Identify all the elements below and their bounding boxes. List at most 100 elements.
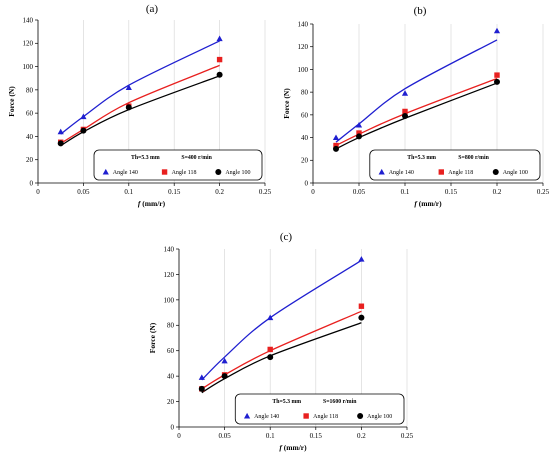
x-axis-title: f (mm/r) bbox=[138, 199, 166, 208]
x-tick-label: 0.1 bbox=[401, 188, 410, 196]
legend-title-speed: S=800 r/min bbox=[458, 155, 489, 161]
fit-curve-1 bbox=[335, 39, 498, 143]
x-axis-unit: (mm/r) bbox=[140, 199, 165, 208]
legend-marker-1 bbox=[243, 412, 251, 419]
fit-curve-1 bbox=[60, 40, 220, 135]
y-axis-title: Force (N) bbox=[148, 322, 157, 353]
x-tick-label: 0.05 bbox=[218, 432, 231, 440]
y-tick-label: 40 bbox=[167, 373, 175, 381]
fit-curve-3 bbox=[201, 322, 362, 394]
y-tick-label: 80 bbox=[26, 86, 34, 94]
data-point-series-3 bbox=[333, 145, 339, 152]
legend-marker-3 bbox=[357, 413, 364, 419]
y-tick-label: 100 bbox=[23, 63, 34, 71]
legend-title-thickness: Th=5.3 mm bbox=[407, 155, 436, 161]
data-point-series-1 bbox=[401, 90, 409, 96]
data-point-series-3 bbox=[198, 385, 205, 392]
data-point-series-2 bbox=[356, 130, 362, 136]
x-tick-label: 0 bbox=[311, 188, 315, 196]
data-point-series-1 bbox=[125, 84, 132, 91]
x-axis-variable: f bbox=[279, 443, 283, 452]
y-axis-title: Force (N) bbox=[7, 86, 16, 117]
legend-entry-1: Angle 140 bbox=[254, 414, 279, 420]
fit-curve-1 bbox=[201, 259, 362, 381]
x-tick-label: 0.05 bbox=[77, 188, 90, 196]
legend-title-thickness: Th=5.3 mm bbox=[131, 155, 160, 161]
y-tick-label: 100 bbox=[298, 66, 309, 74]
y-tick-label: 80 bbox=[167, 322, 175, 330]
y-tick-label: 120 bbox=[23, 40, 34, 48]
x-tick-label: 0 bbox=[36, 188, 40, 196]
data-point-series-1 bbox=[198, 374, 205, 380]
data-point-series-3 bbox=[57, 140, 64, 147]
data-point-series-2 bbox=[358, 303, 365, 309]
x-axis-variable: f bbox=[138, 199, 142, 208]
legend-entry-3: Angle 100 bbox=[367, 414, 392, 420]
legend-entry-2: Angle 118 bbox=[172, 170, 197, 176]
x-axis-variable: f bbox=[414, 199, 418, 208]
data-point-series-3 bbox=[356, 133, 362, 140]
x-tick-label: 0.1 bbox=[266, 432, 275, 440]
x-tick-label: 0.2 bbox=[357, 432, 366, 440]
y-tick-label: 0 bbox=[305, 179, 309, 187]
y-tick-label: 60 bbox=[26, 110, 34, 118]
legend-marker-1 bbox=[378, 168, 385, 175]
x-tick-label: 0.25 bbox=[259, 188, 272, 196]
fit-curve-2 bbox=[201, 310, 362, 390]
y-tick-label: 0 bbox=[30, 179, 34, 187]
chart-panel-1: (a) 0 20 40 60 80 100 120 140 0 0.05 0.1 0.15 0.2 0.25… bbox=[7, 3, 272, 208]
data-point-series-1 bbox=[221, 357, 228, 364]
x-tick-label: 0.2 bbox=[215, 188, 224, 196]
data-point-series-1 bbox=[493, 27, 501, 34]
x-tick-label: 0.1 bbox=[124, 188, 133, 196]
data-point-series-3 bbox=[80, 127, 87, 134]
x-tick-label: 0.25 bbox=[537, 188, 550, 196]
fit-curve-2 bbox=[335, 77, 498, 147]
legend-marker-2 bbox=[161, 169, 168, 175]
y-tick-label: 120 bbox=[298, 43, 309, 51]
y-tick-label: 120 bbox=[164, 271, 175, 279]
data-point-series-1 bbox=[332, 134, 340, 141]
legend-entry-1: Angle 140 bbox=[389, 170, 414, 176]
x-axis-title: f (mm/r) bbox=[414, 199, 442, 208]
legend-title-speed: S=400 r/min bbox=[181, 155, 212, 161]
data-point-series-2 bbox=[494, 72, 500, 78]
data-point-series-3 bbox=[402, 112, 408, 119]
panel-label: (b) bbox=[414, 5, 427, 17]
data-point-series-1 bbox=[216, 35, 223, 42]
fit-curve-3 bbox=[60, 75, 220, 147]
fit-curve-2 bbox=[60, 64, 220, 144]
chart-panel-2: (b) 0 20 40 60 80 100 120 140 0 0.05 0.1 0.15 0.2 0.25… bbox=[282, 5, 550, 208]
data-point-series-2 bbox=[267, 346, 273, 353]
x-tick-label: 0.15 bbox=[168, 188, 181, 196]
legend-entry-2: Angle 118 bbox=[313, 414, 338, 420]
x-tick-label: 0 bbox=[177, 432, 181, 440]
legend-marker-3 bbox=[215, 169, 222, 175]
y-tick-label: 140 bbox=[164, 245, 175, 253]
data-point-series-3 bbox=[125, 104, 132, 111]
legend-entry-3: Angle 100 bbox=[503, 170, 528, 176]
x-tick-label: 0.2 bbox=[493, 188, 502, 196]
legend-title-thickness: Th=5.3 mm bbox=[272, 399, 301, 405]
legend-marker-2 bbox=[438, 169, 444, 175]
y-tick-label: 20 bbox=[26, 156, 34, 164]
data-point-series-3 bbox=[216, 71, 223, 78]
y-tick-label: 60 bbox=[301, 111, 309, 119]
panel-label: (c) bbox=[280, 231, 293, 243]
y-tick-label: 40 bbox=[301, 134, 309, 142]
x-tick-label: 0.15 bbox=[310, 432, 323, 440]
legend-marker-2 bbox=[303, 413, 309, 419]
data-point-series-3 bbox=[221, 373, 228, 380]
y-tick-label: 20 bbox=[167, 398, 175, 406]
legend-marker-1 bbox=[102, 168, 109, 175]
y-tick-label: 20 bbox=[301, 157, 309, 165]
data-point-series-1 bbox=[267, 314, 274, 321]
legend-entry-1: Angle 140 bbox=[113, 170, 138, 176]
data-point-series-2 bbox=[333, 142, 339, 149]
data-point-series-2 bbox=[402, 108, 408, 115]
y-tick-label: 40 bbox=[26, 133, 34, 141]
x-tick-label: 0.05 bbox=[353, 188, 366, 196]
y-tick-label: 100 bbox=[164, 296, 175, 304]
y-tick-label: 140 bbox=[298, 20, 309, 28]
